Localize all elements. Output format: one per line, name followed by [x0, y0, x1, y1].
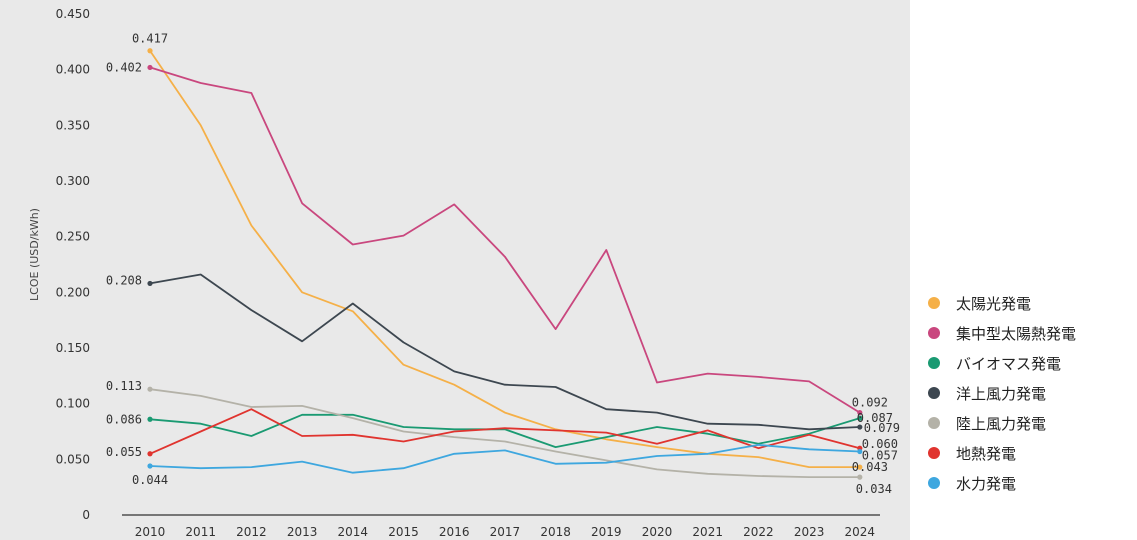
- legend-item: バイオマス発電: [928, 348, 1137, 378]
- y-tick-label: 0.350: [56, 118, 90, 132]
- x-tick-label: 2024: [845, 525, 876, 539]
- x-tick-label: 2017: [490, 525, 521, 539]
- x-tick-label: 2021: [692, 525, 723, 539]
- series-end-point-6: [857, 448, 863, 455]
- legend-label: 水力発電: [956, 474, 1017, 493]
- data-label-end: 0.060: [862, 437, 898, 451]
- data-label-end: 0.079: [864, 421, 900, 435]
- series-line-0: [149, 50, 860, 469]
- legend-label: バイオマス発電: [956, 354, 1062, 373]
- legend-label: 太陽光発電: [956, 294, 1032, 313]
- series-line-3: [149, 273, 860, 431]
- x-tick-label: 2014: [338, 525, 369, 539]
- legend-item: 地熱発電: [928, 438, 1137, 468]
- series-end-point-4: [857, 474, 863, 480]
- legend-label: 陸上風力発電: [956, 414, 1047, 433]
- legend-marker: [928, 417, 940, 429]
- line-chart: 0 0.050 0.100 0.150 0.200 0.250 0.300 0.350 0.40…: [28, 7, 900, 539]
- legend-item: 水力発電: [928, 468, 1137, 498]
- y-axis-label: LCOE (USD/kWh): [28, 208, 41, 301]
- legend-item: 太陽光発電: [928, 288, 1137, 318]
- y-tick-label: 0.100: [56, 397, 90, 411]
- y-tick-label: 0.300: [56, 174, 90, 188]
- data-label-start: 0.402: [106, 60, 142, 74]
- data-label-start: 0.055: [106, 445, 142, 459]
- x-tick-label: 2015: [388, 525, 419, 539]
- data-label-start: 0.086: [106, 412, 142, 426]
- x-tick-label: 2013: [287, 525, 318, 539]
- series-line-1: [149, 66, 861, 414]
- series-start-point-4: [147, 386, 153, 392]
- legend-marker: [928, 357, 940, 369]
- series-start-point-5: [147, 451, 153, 457]
- legend-label: 地熱発電: [956, 444, 1017, 463]
- legend-item: 集中型太陽熱発電: [928, 318, 1137, 348]
- series-line-4: [149, 388, 860, 479]
- data-label-start: 0.044: [132, 473, 168, 487]
- y-tick-label: 0.250: [56, 230, 90, 244]
- x-tick-label: 2018: [540, 525, 571, 539]
- legend-marker: [928, 447, 940, 459]
- legend-label: 集中型太陽熱発電: [956, 324, 1077, 343]
- series-end-point-1: [857, 409, 863, 416]
- data-label-end: 0.034: [856, 482, 892, 496]
- y-tick-label: 0: [82, 508, 90, 522]
- x-tick-label: 2012: [236, 525, 267, 539]
- legend-marker: [928, 297, 940, 309]
- series-start-point-0: [147, 48, 153, 54]
- data-label-start: 0.417: [132, 32, 168, 46]
- x-tick-label: 2010: [135, 525, 166, 539]
- series-line-2: [149, 413, 861, 449]
- x-tick-label: 2019: [591, 525, 622, 539]
- data-label-end: 0.057: [862, 449, 898, 463]
- y-tick-label: 0.400: [56, 63, 90, 77]
- series-start-point-6: [147, 463, 153, 469]
- legend-marker: [928, 477, 940, 489]
- series-end-point-3: [857, 424, 863, 430]
- legend: 太陽光発電集中型太陽熱発電 バイオマス発電 洋上風力発電 陸上風力発電 地熱発電水力発電: [928, 288, 1137, 498]
- series-line-6: [149, 443, 860, 474]
- legend-marker: [928, 387, 940, 399]
- series-end-point-2: [857, 415, 863, 421]
- data-label-end: 0.087: [857, 411, 893, 425]
- y-tick-label: 0.050: [56, 452, 90, 466]
- legend-label: 洋上風力発電: [956, 384, 1047, 403]
- series-start-point-2: [147, 416, 153, 422]
- data-label-start: 0.208: [106, 273, 142, 287]
- data-label-start: 0.113: [106, 379, 142, 393]
- series-line-5: [149, 408, 861, 455]
- data-label-end: 0.092: [852, 396, 888, 410]
- x-tick-label: 2022: [743, 525, 774, 539]
- x-tick-label: 2016: [439, 525, 470, 539]
- series-end-point-0: [857, 464, 863, 470]
- legend-marker: [928, 327, 940, 339]
- x-tick-label: 2020: [642, 525, 673, 539]
- y-tick-label: 0.200: [56, 285, 90, 299]
- x-tick-label: 2023: [794, 525, 825, 539]
- plot-area: [0, 0, 910, 540]
- series-start-point-1: [147, 64, 153, 71]
- x-tick-label: 2011: [185, 525, 216, 539]
- legend-item: 陸上風力発電: [928, 408, 1137, 438]
- y-tick-label: 0.450: [56, 7, 90, 21]
- data-label-end: 0.043: [852, 460, 888, 474]
- legend-item: 洋上風力発電: [928, 378, 1137, 408]
- y-tick-label: 0.150: [56, 341, 90, 355]
- series-start-point-3: [147, 280, 153, 287]
